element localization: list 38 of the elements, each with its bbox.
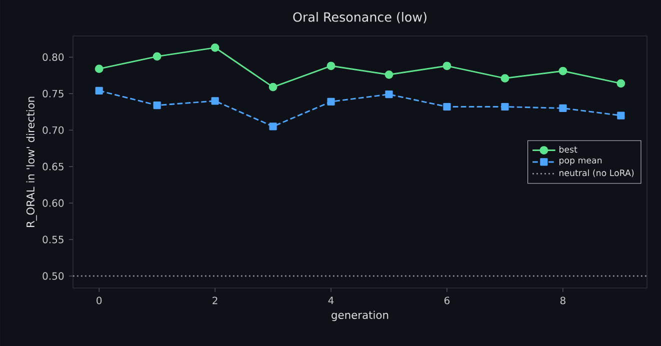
y-tick-label: 0.75 xyxy=(42,90,64,98)
legend-label: neutral (no LoRA) xyxy=(559,169,634,178)
x-tick-label: 0 xyxy=(96,296,102,304)
x-tick-label: 4 xyxy=(328,296,334,304)
point xyxy=(558,66,568,76)
y-tick-label: 0.70 xyxy=(42,126,64,134)
point xyxy=(152,52,162,61)
y-tick-label: 0.60 xyxy=(42,199,64,207)
chart-title: Oral Resonance (low) xyxy=(293,12,426,24)
point xyxy=(268,82,278,92)
point xyxy=(617,112,625,120)
point xyxy=(616,79,626,88)
legend-label: best xyxy=(559,146,578,153)
point xyxy=(384,70,394,79)
point xyxy=(269,122,277,130)
legend-label: pop mean xyxy=(559,158,602,166)
point xyxy=(327,98,335,106)
point xyxy=(559,104,567,112)
point xyxy=(153,102,161,110)
x-tick-label: 8 xyxy=(560,296,566,304)
y-axis-title: R_ORAL in 'low' direction xyxy=(26,96,37,227)
x-axis-title: generation xyxy=(332,310,388,322)
y-tick-label: 0.55 xyxy=(42,236,64,244)
y-tick-label: 0.80 xyxy=(42,53,64,61)
point xyxy=(500,74,510,83)
point xyxy=(326,62,336,70)
point xyxy=(442,62,452,70)
x-tick-label: 2 xyxy=(212,296,218,304)
point xyxy=(210,43,220,52)
point xyxy=(211,97,219,105)
point xyxy=(94,64,104,74)
point xyxy=(385,90,393,98)
y-tick-label: 0.50 xyxy=(42,272,64,280)
x-tick-label: 6 xyxy=(444,296,450,304)
point xyxy=(95,86,103,95)
y-tick-label: 0.65 xyxy=(42,162,64,170)
point xyxy=(501,102,509,111)
point xyxy=(443,102,451,111)
